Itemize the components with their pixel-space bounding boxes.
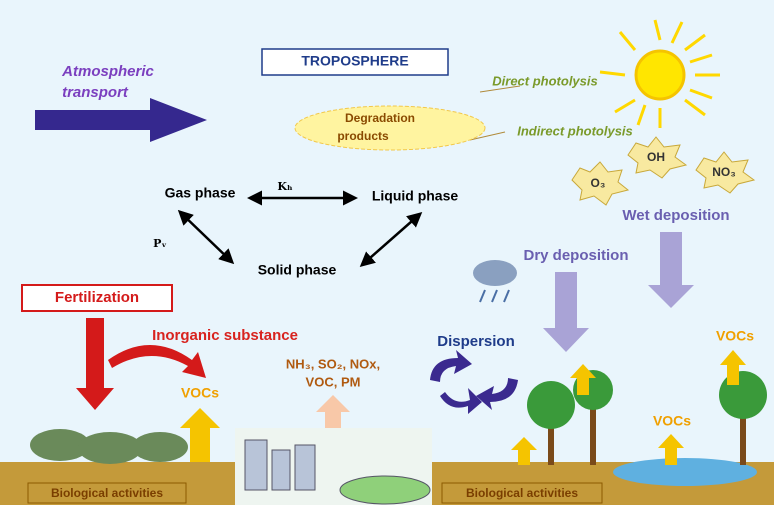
- ground-label: Biological activities: [51, 486, 163, 500]
- radical: O₃: [591, 176, 606, 190]
- photolysis-label: Direct photolysis: [492, 73, 597, 88]
- dispersion-label: Dispersion: [437, 333, 515, 350]
- dry-deposition-label: Dry deposition: [523, 247, 628, 264]
- ground-label: Biological activities: [466, 486, 578, 500]
- transport-label: transport: [62, 84, 129, 101]
- henry-constant: Kₕ: [277, 180, 293, 193]
- emissions-label: NH₃, SO₂, NOx,: [286, 356, 380, 371]
- transport-label: Atmospheric: [61, 63, 154, 80]
- fertilization-label: Fertilization: [55, 289, 139, 306]
- phase: Solid phase: [258, 262, 337, 278]
- vapor-pressure: Pᵥ: [153, 237, 167, 250]
- title: TROPOSPHERE: [301, 53, 408, 69]
- radical: NO₃: [712, 165, 736, 179]
- photolysis-label: Indirect photolysis: [517, 123, 633, 138]
- degradation-label: products: [337, 129, 389, 143]
- phase: Gas phase: [165, 185, 236, 201]
- page: Atmospheric transport TROPOSPHERE Direct…: [0, 0, 774, 510]
- inorganic-label: Inorganic substance: [152, 327, 298, 344]
- phase: Liquid phase: [372, 188, 459, 204]
- voc-label: VOCs: [181, 385, 219, 401]
- crop-field: [30, 429, 188, 464]
- pond: [613, 458, 757, 486]
- diagram: Atmospheric transport TROPOSPHERE Direct…: [0, 0, 774, 505]
- voc-label: VOCs: [716, 328, 754, 344]
- degradation-label: Degradation: [345, 111, 415, 125]
- radical: OH: [647, 150, 665, 164]
- voc-label: VOCs: [653, 413, 691, 429]
- emissions-label: VOC, PM: [306, 374, 361, 389]
- wet-deposition-label: Wet deposition: [622, 207, 729, 224]
